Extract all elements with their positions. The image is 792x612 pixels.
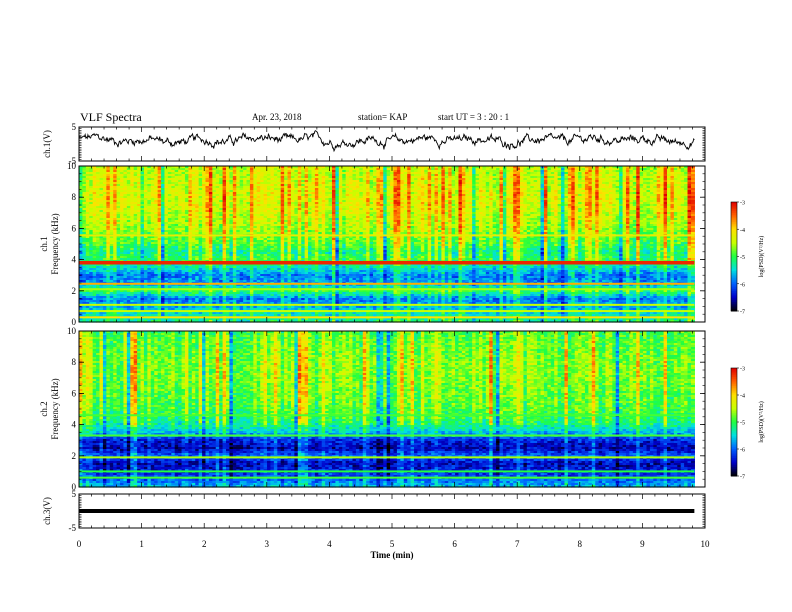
panel-4-ytick-label: -5 (69, 523, 77, 533)
panel-2-ytick-label: 8 (72, 192, 77, 202)
panel-2-ytick-label: 6 (72, 223, 77, 233)
colorbar-tick-label: -7 (740, 475, 745, 481)
colorbar-tick-label: -7 (740, 310, 745, 316)
colorbar-tick-label: -5 (740, 421, 745, 427)
panel-1-ytick-label: 5 (72, 122, 77, 132)
colorbar-tick-label: -5 (740, 255, 745, 261)
vlf-spectra-figure: 5-5ch.1(V)0246810ch.1 Frequency (kHz)0246… (0, 0, 792, 612)
spectral-line (79, 288, 694, 290)
panel-3-ytick-label: 6 (72, 388, 77, 398)
panel-3-ytick-label: 8 (72, 357, 77, 367)
xtick-label: 6 (452, 539, 457, 549)
panel-2-ytick-label: 10 (67, 161, 77, 171)
xtick-label: 9 (640, 539, 645, 549)
panel-4-trace: ch.3(V) 0 1 2 3 4 5 6 7 8 9 10 Time (min) (42, 497, 710, 560)
colorbar-2: -3 -4 -5 -6 -7 log(PSD)(V²/Hz) (731, 367, 765, 481)
spectral-line (79, 234, 694, 236)
panel-3-ylabel: Frequency (kHz) (50, 378, 60, 439)
xtick-label: 4 (327, 539, 332, 549)
spectral-line (79, 456, 694, 458)
colorbar-tick-label: -3 (740, 367, 745, 373)
spectral-line (79, 283, 694, 285)
panel-4-ylabel: ch.3(V) (42, 497, 52, 525)
panel-3-ytick-label: 2 (72, 451, 77, 461)
xtick-label: 3 (265, 539, 270, 549)
colorbar-tick-label: -6 (740, 448, 745, 454)
xtick-label: 8 (578, 539, 583, 549)
colorbar-tick-label: -6 (740, 282, 745, 288)
ch1-signal-trace (79, 131, 694, 151)
xtick-label: 7 (515, 539, 520, 549)
panel-2-spectrogram (79, 166, 695, 323)
panel-4-ytick-label: 5 (72, 489, 77, 499)
spectral-line (79, 414, 694, 416)
colorbar-tick-label: -3 (740, 201, 745, 207)
spectral-line (79, 304, 694, 306)
panel-1-trace: ch.1(V) (42, 130, 694, 158)
colorbar-1: -3 -4 -5 -6 -7 log(PSD)(V²/Hz) (731, 201, 765, 316)
xtick-label: 2 (202, 539, 207, 549)
spectral-line (79, 470, 694, 472)
colorbar-tick-label: -4 (740, 228, 745, 234)
colorbar-label: log(PSD)(V²/Hz) (758, 236, 765, 277)
spectral-line (79, 310, 694, 312)
spectral-line (79, 435, 694, 437)
colorbar-tick-label: -4 (740, 394, 745, 400)
x-axis-label: Time (min) (370, 550, 413, 560)
xtick-label: 10 (701, 539, 711, 549)
colorbar-label: log(PSD)(V²/Hz) (758, 401, 765, 442)
spectral-line (79, 316, 694, 318)
xtick-label: 5 (390, 539, 395, 549)
panel-3-ytick-label: 4 (72, 420, 77, 430)
panel-2-ylabel: Frequency (kHz) (50, 213, 60, 274)
xtick-label: 0 (77, 539, 82, 549)
panel-1-ylabel: ch.1(V) (42, 130, 52, 158)
panel-3-spectrogram (79, 331, 695, 488)
panel-2-ytick-label: 2 (72, 286, 77, 296)
spectral-line (79, 477, 694, 479)
xtick-label: 1 (139, 539, 144, 549)
panel-3-channel-label: ch.2 (39, 401, 49, 416)
panel-3-labels: ch.2 Frequency (kHz) (39, 378, 60, 439)
panel-2-channel-label: ch.1 (39, 236, 49, 251)
panel-3-ytick-label: 10 (67, 326, 77, 336)
panel-2-ytick-label: 4 (72, 255, 77, 265)
panel-2-labels: ch.1 Frequency (kHz) (39, 213, 60, 274)
spectral-line (79, 261, 694, 263)
